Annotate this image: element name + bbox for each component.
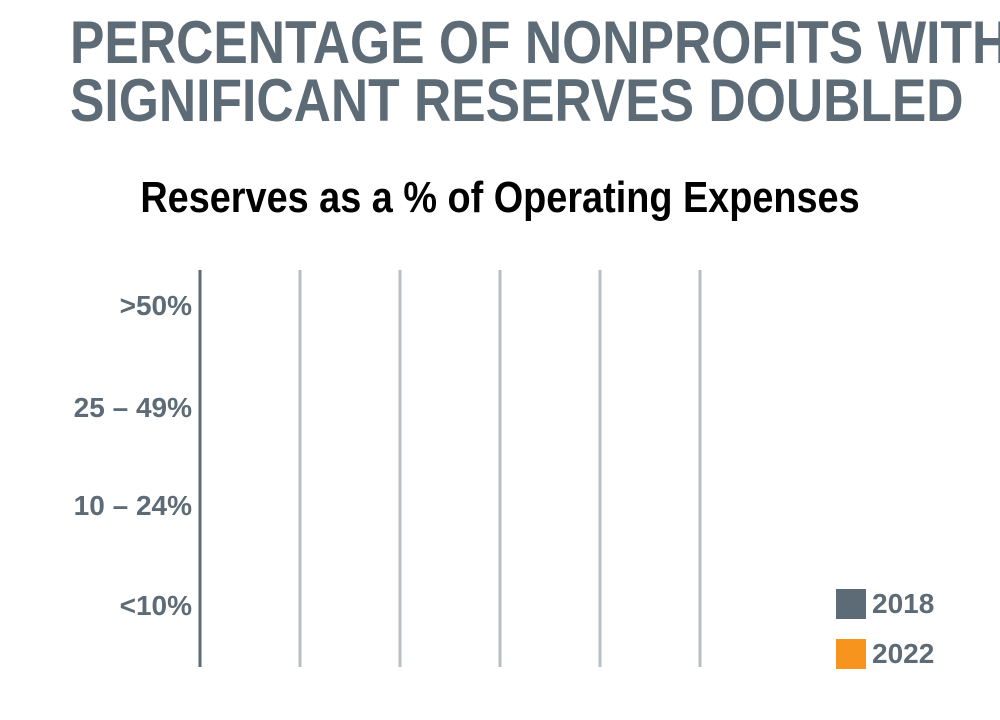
chart-subtitle: Reserves as a % of Operating Expenses [140, 173, 860, 222]
category-label: 25 – 49% [73, 392, 192, 423]
category-label: <10% [119, 590, 192, 621]
legend-item-2018: 2018 [836, 588, 934, 620]
legend-label-2018: 2018 [872, 588, 935, 619]
chart-title-line-2: SIGNIFICANT RESERVES DOUBLED [70, 67, 964, 134]
gridlines [298, 270, 702, 667]
chart-title-line-1: PERCENTAGE OF NONPROFITS WITH [70, 9, 1000, 76]
category-label: >50% [119, 290, 192, 321]
legend-swatch-2018 [836, 589, 866, 619]
legend-item-2022: 2022 [836, 638, 934, 670]
chart-title: PERCENTAGE OF NONPROFITS WITH SIGNIFICAN… [70, 9, 1000, 134]
legend-label-2022: 2022 [872, 638, 935, 669]
legend-swatch-2022 [836, 639, 866, 669]
category-label: 10 – 24% [73, 490, 192, 521]
